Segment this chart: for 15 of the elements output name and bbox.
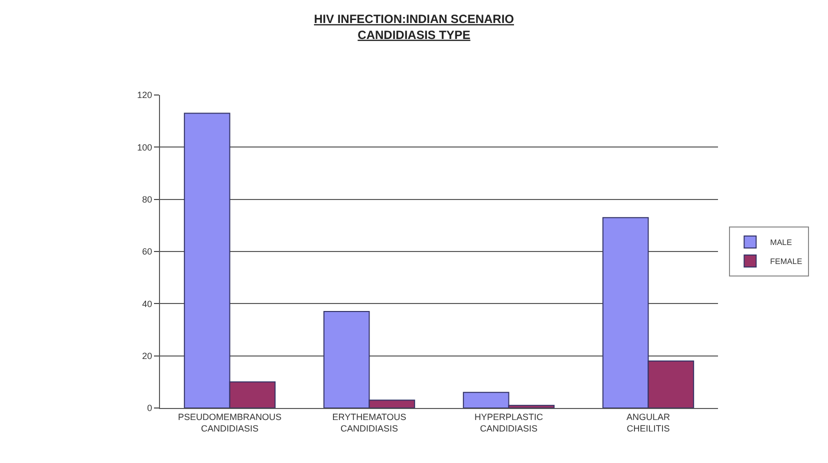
y-tick-label: 80 — [142, 194, 152, 204]
chart-title: HIV INFECTION:INDIAN SCENARIO — [314, 12, 514, 26]
chart-subtitle: CANDIDIASIS TYPE — [358, 28, 470, 42]
legend-label: MALE — [770, 238, 792, 248]
y-tick-label: 60 — [142, 246, 152, 257]
y-tick-label: 0 — [147, 403, 152, 414]
legend-label: FEMALE — [770, 257, 802, 266]
y-tick-label: 120 — [137, 90, 152, 100]
y-tick-label: 100 — [137, 142, 152, 152]
x-tick-label: ANGULAR CHEILITIS — [626, 412, 671, 434]
x-tick-label: HYPERPLASTIC CANDIDIASIS — [474, 412, 544, 434]
x-tick-label: ERYTHEMATOUS CANDIDIASIS — [332, 412, 406, 434]
x-tick-label: PSEUDOMEMBRANOUS CANDIDIASIS — [178, 412, 282, 434]
y-tick-label: 40 — [142, 298, 152, 309]
y-tick-label: 20 — [142, 350, 152, 361]
